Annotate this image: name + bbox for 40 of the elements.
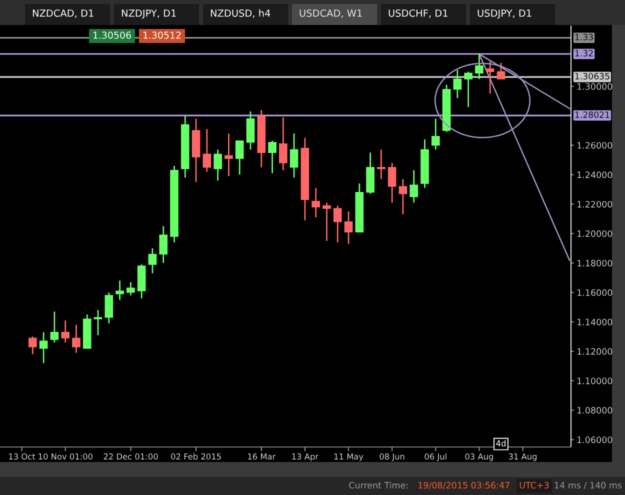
annotation: 4d xyxy=(496,440,506,446)
x-tick-label: 22 Dec 01:00 xyxy=(104,453,158,460)
y-tick-label: 1.06000 xyxy=(578,436,612,444)
text: NZDJPY, D1 xyxy=(122,10,176,19)
text: Current Time: xyxy=(349,482,408,489)
y-tick-label: 1.08000 xyxy=(578,407,612,414)
y-tick-label: 1.14000 xyxy=(578,318,612,326)
x-tick-label: 02 Feb 2015 xyxy=(171,453,221,460)
y-tick-label: 1.24000 xyxy=(578,172,612,178)
y-tick-label: 1.12000 xyxy=(578,348,612,355)
x-tick-label: 11 May xyxy=(334,454,364,462)
text: NZDCAD, D1 xyxy=(32,9,94,18)
y-tick-label: 1.20000 xyxy=(578,230,612,238)
ref-line-label: 1.32 xyxy=(575,50,593,56)
ref-line-label: 1.28021 xyxy=(575,111,610,118)
annotation: 1.30512 xyxy=(144,32,181,39)
y-tick-label: 1.10000 xyxy=(578,378,612,384)
x-tick-label: 03 Aug xyxy=(465,453,493,462)
text: NZDUSD, h4 xyxy=(210,9,270,18)
ref-line-label: 1.30635 xyxy=(575,72,610,80)
chart-title: USDCAD, W1 xyxy=(300,9,362,18)
x-tick-label: 08 Jun xyxy=(380,453,404,462)
text: UTC+3 xyxy=(520,482,549,489)
y-tick-label: 1.26000 xyxy=(578,142,612,149)
x-tick-label: 16 Mar xyxy=(248,453,276,460)
annotation: 1.30506 xyxy=(94,32,131,39)
y-tick-label: 1.30000 xyxy=(578,83,612,90)
x-tick-label: 10 Nov 01:00 xyxy=(38,453,92,460)
text: USDJPY, D1 xyxy=(478,9,532,19)
text: USDCHF, D1 xyxy=(388,9,448,18)
x-tick-label: 31 Aug xyxy=(508,453,537,462)
x-tick-label: 06 Jul xyxy=(424,453,446,462)
text: 14 ms / 140 ms xyxy=(554,482,622,490)
x-tick-label: 13 Oct xyxy=(9,453,36,460)
ref-line-label: 1.33 xyxy=(575,34,593,40)
y-tick-label: 1.18000 xyxy=(578,260,612,266)
x-tick-label: 13 Apr xyxy=(292,453,319,462)
text: 19/08/2015 03:56:47 xyxy=(418,482,510,490)
y-tick-label: 1.22000 xyxy=(578,200,612,208)
y-tick-label: 1.16000 xyxy=(578,289,612,296)
